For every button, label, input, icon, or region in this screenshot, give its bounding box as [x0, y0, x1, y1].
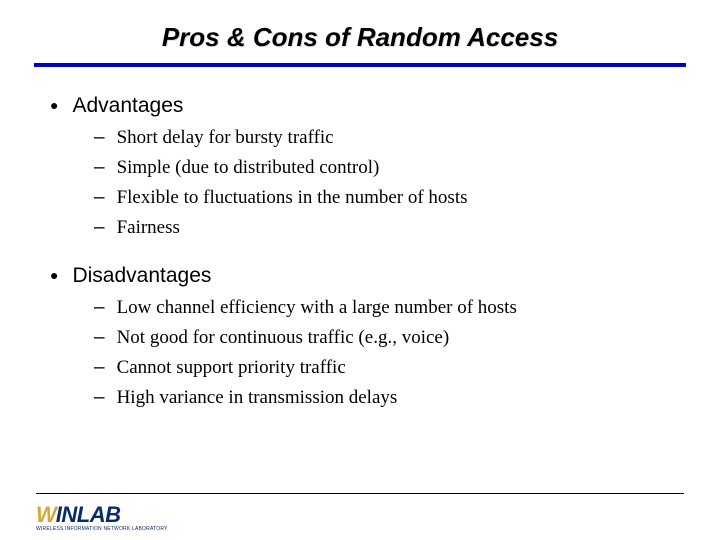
- sub-text: Not good for continuous traffic (e.g., v…: [117, 325, 450, 351]
- sub-text: Cannot support priority traffic: [117, 355, 346, 381]
- dash-icon: –: [94, 155, 105, 181]
- logo-rest: INLAB: [56, 502, 121, 528]
- title-underline: [34, 63, 686, 67]
- dash-icon: –: [94, 215, 105, 241]
- sub-item: – Cannot support priority traffic: [94, 355, 680, 381]
- logo-subtext: WIRELESS INFORMATION NETWORK LABORATORY: [36, 526, 168, 532]
- sub-text: High variance in transmission delays: [117, 385, 398, 411]
- logo-main: WINLAB: [36, 502, 120, 528]
- sub-item: – Flexible to fluctuations in the number…: [94, 185, 680, 211]
- content-area: ● Advantages – Short delay for bursty tr…: [40, 93, 680, 411]
- sub-text: Simple (due to distributed control): [117, 155, 380, 181]
- bullet-icon: ●: [50, 93, 58, 117]
- sub-item: – Low channel efficiency with a large nu…: [94, 295, 680, 321]
- sub-item: – Not good for continuous traffic (e.g.,…: [94, 325, 680, 351]
- bullet-item: ● Disadvantages: [50, 263, 680, 289]
- sub-item: – Fairness: [94, 215, 680, 241]
- logo-w: W: [36, 502, 56, 528]
- slide-container: Pros & Cons of Random Access ● Advantage…: [0, 0, 720, 540]
- sub-text: Flexible to fluctuations in the number o…: [117, 185, 468, 211]
- bullet-label: Advantages: [72, 93, 183, 119]
- dash-icon: –: [94, 325, 105, 351]
- sub-text: Low channel efficiency with a large numb…: [117, 295, 517, 321]
- sub-item: – Short delay for bursty traffic: [94, 125, 680, 151]
- dash-icon: –: [94, 355, 105, 381]
- footer-divider: [36, 493, 684, 494]
- winlab-logo: WINLAB WIRELESS INFORMATION NETWORK LABO…: [36, 502, 168, 532]
- dash-icon: –: [94, 385, 105, 411]
- sub-item: – Simple (due to distributed control): [94, 155, 680, 181]
- dash-icon: –: [94, 185, 105, 211]
- slide-title: Pros & Cons of Random Access: [40, 22, 680, 53]
- dash-icon: –: [94, 125, 105, 151]
- sub-item: – High variance in transmission delays: [94, 385, 680, 411]
- bullet-label: Disadvantages: [72, 263, 211, 289]
- bullet-item: ● Advantages: [50, 93, 680, 119]
- bullet-icon: ●: [50, 263, 58, 287]
- sub-text: Fairness: [117, 215, 180, 241]
- dash-icon: –: [94, 295, 105, 321]
- sub-list: – Short delay for bursty traffic – Simpl…: [94, 125, 680, 241]
- sub-list: – Low channel efficiency with a large nu…: [94, 295, 680, 411]
- sub-text: Short delay for bursty traffic: [117, 125, 334, 151]
